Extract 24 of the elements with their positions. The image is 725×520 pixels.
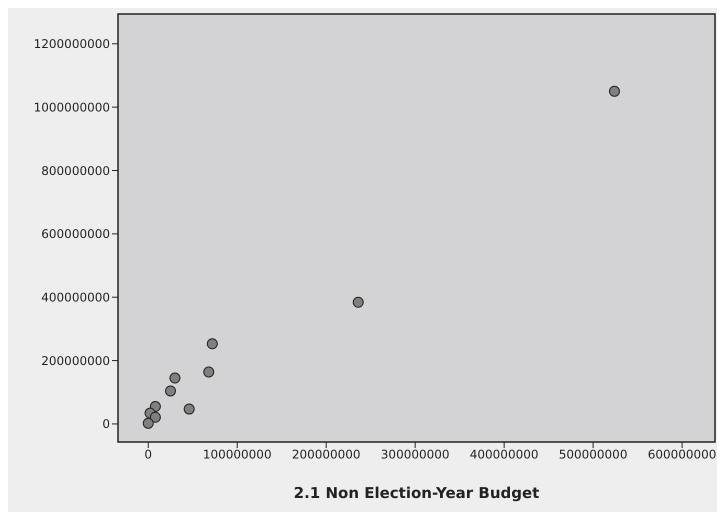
point [164, 385, 176, 396]
x-tick-label: 500000000 [558, 448, 628, 462]
point [206, 338, 218, 350]
x-tick-label: 400000000 [470, 448, 538, 462]
point [352, 296, 364, 308]
x-tick-label: 200000000 [292, 448, 361, 462]
point [184, 404, 195, 415]
point [150, 412, 161, 423]
y-tick-label: 1000000000 [34, 100, 110, 114]
y-tick-label: 400000000 [41, 290, 110, 304]
x-tick-label: 100000000 [202, 448, 272, 462]
y-tick-label: 0 [102, 417, 110, 432]
x-tick-label: 300000000 [380, 448, 450, 462]
point [203, 366, 214, 378]
point [608, 86, 620, 97]
y-tick-label: 200000000 [41, 354, 110, 368]
y-tick-label: 1200000000 [34, 37, 110, 52]
x-tick-label: 0 [144, 448, 152, 462]
y-tick-label: 800000000 [41, 164, 110, 178]
x-axis-title: 2.1 Non Election-Year Budget [294, 484, 540, 502]
x-tick-label: 600000000 [648, 448, 716, 462]
point [142, 418, 154, 429]
point [169, 372, 180, 384]
y-tick-label: 600000000 [41, 227, 110, 242]
